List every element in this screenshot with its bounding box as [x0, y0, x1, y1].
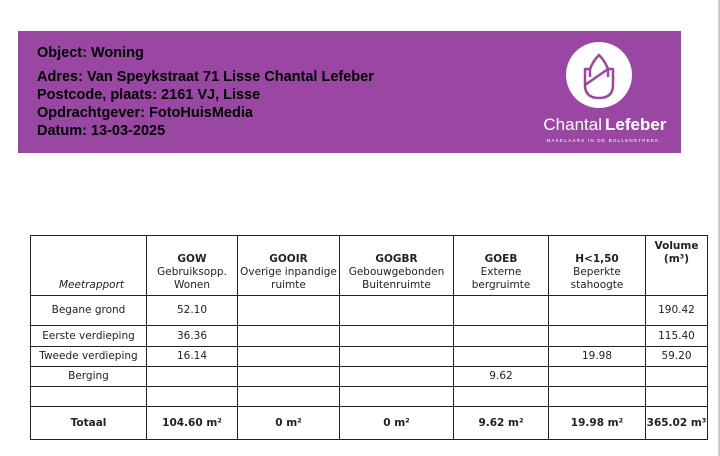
table-cell	[645, 386, 708, 407]
total-label: Totaal	[30, 406, 147, 440]
client-line: Opdrachtgever: FotoHuisMedia	[37, 105, 253, 121]
total-cell: 365.02 m³	[645, 406, 708, 440]
table-cell	[237, 366, 340, 387]
table-cell	[453, 346, 549, 367]
row-label: Berging	[30, 366, 147, 387]
table-cell	[548, 366, 646, 387]
total-cell: 104.60 m²	[146, 406, 238, 440]
table-cell: 16.14	[146, 346, 238, 367]
table-cell	[453, 386, 549, 407]
table-row: Begane grond 52.10 190.42	[30, 295, 708, 326]
header-banner: Object: Woning Adres: Van Speykstraat 71…	[18, 31, 681, 153]
table-cell	[339, 386, 454, 407]
table-cell	[339, 325, 454, 347]
table-cell: 190.42	[645, 295, 708, 326]
table-cell	[339, 346, 454, 367]
company-logo: Chantal Lefeber MAKELAARS IN DE BOLLENST…	[530, 41, 676, 146]
column-header: H<1,50 Beperkte stahoogte	[548, 235, 646, 296]
row-label: Begane grond	[30, 295, 147, 326]
table-cell	[146, 366, 238, 387]
postcode-line: Postcode, plaats: 2161 VJ, Lisse	[37, 87, 261, 103]
table-cell	[453, 295, 549, 326]
svg-text:Lefeber: Lefeber	[605, 115, 667, 134]
column-header: GOEB Externe bergruimte	[453, 235, 549, 296]
total-cell: 9.62 m²	[453, 406, 549, 440]
table-row	[30, 386, 708, 407]
table-row: Tweede verdieping 16.14 19.98 59.20	[30, 346, 708, 367]
column-header: GOGBR Gebouwgebonden Buitenruimte	[339, 235, 454, 296]
table-cell	[453, 325, 549, 347]
table-cell	[339, 366, 454, 387]
table-cell	[237, 386, 340, 407]
table-cell	[548, 386, 646, 407]
table-cell	[548, 325, 646, 347]
table-cell: 115.40	[645, 325, 708, 347]
row-label: Eerste verdieping	[30, 325, 147, 347]
object-line: Object: Woning	[37, 45, 144, 61]
total-row: Totaal 104.60 m² 0 m² 0 m² 9.62 m² 19.98…	[30, 406, 708, 440]
column-header: GOW Gebruiksopp. Wonen	[146, 235, 238, 296]
total-cell: 0 m²	[339, 406, 454, 440]
measurement-table: Meetrapport GOW Gebruiksopp. Wonen GOOIR Ov…	[30, 235, 708, 440]
table-row: Berging 9.62	[30, 366, 708, 387]
row-label	[30, 386, 147, 407]
table-cell	[237, 325, 340, 347]
table-cell	[339, 295, 454, 326]
table-cell	[237, 346, 340, 367]
column-header: Volume (m³)	[645, 235, 708, 296]
row-label: Tweede verdieping	[30, 346, 147, 367]
svg-text:MAKELAARS IN DE BOLLENSTREEK: MAKELAARS IN DE BOLLENSTREEK	[547, 138, 660, 143]
table-header-row: Meetrapport GOW Gebruiksopp. Wonen GOOIR Ov…	[30, 235, 708, 296]
table-row: Eerste verdieping 36.36 115.40	[30, 325, 708, 347]
svg-text:Chantal: Chantal	[543, 115, 602, 134]
table-cell	[146, 386, 238, 407]
date-line: Datum: 13-03-2025	[37, 123, 166, 139]
total-cell: 19.98 m²	[548, 406, 646, 440]
tulip-logo-icon: Chantal Lefeber MAKELAARS IN DE BOLLENST…	[543, 42, 667, 143]
total-cell: 0 m²	[237, 406, 340, 440]
table-cell: 59.20	[645, 346, 708, 367]
table-cell: 36.36	[146, 325, 238, 347]
address-line: Adres: Van Speykstraat 71 Lisse Chantal …	[37, 69, 374, 85]
table-cell: 9.62	[453, 366, 549, 387]
table-cell	[645, 366, 708, 387]
corner-label: Meetrapport	[30, 235, 147, 296]
table-cell: 19.98	[548, 346, 646, 367]
table-cell	[548, 295, 646, 326]
column-header: GOOIR Overige inpandige ruimte	[237, 235, 340, 296]
table-cell: 52.10	[146, 295, 238, 326]
page-edge	[718, 0, 720, 456]
table-cell	[237, 295, 340, 326]
object-info: Object: Woning Adres: Van Speykstraat 71…	[37, 44, 374, 140]
